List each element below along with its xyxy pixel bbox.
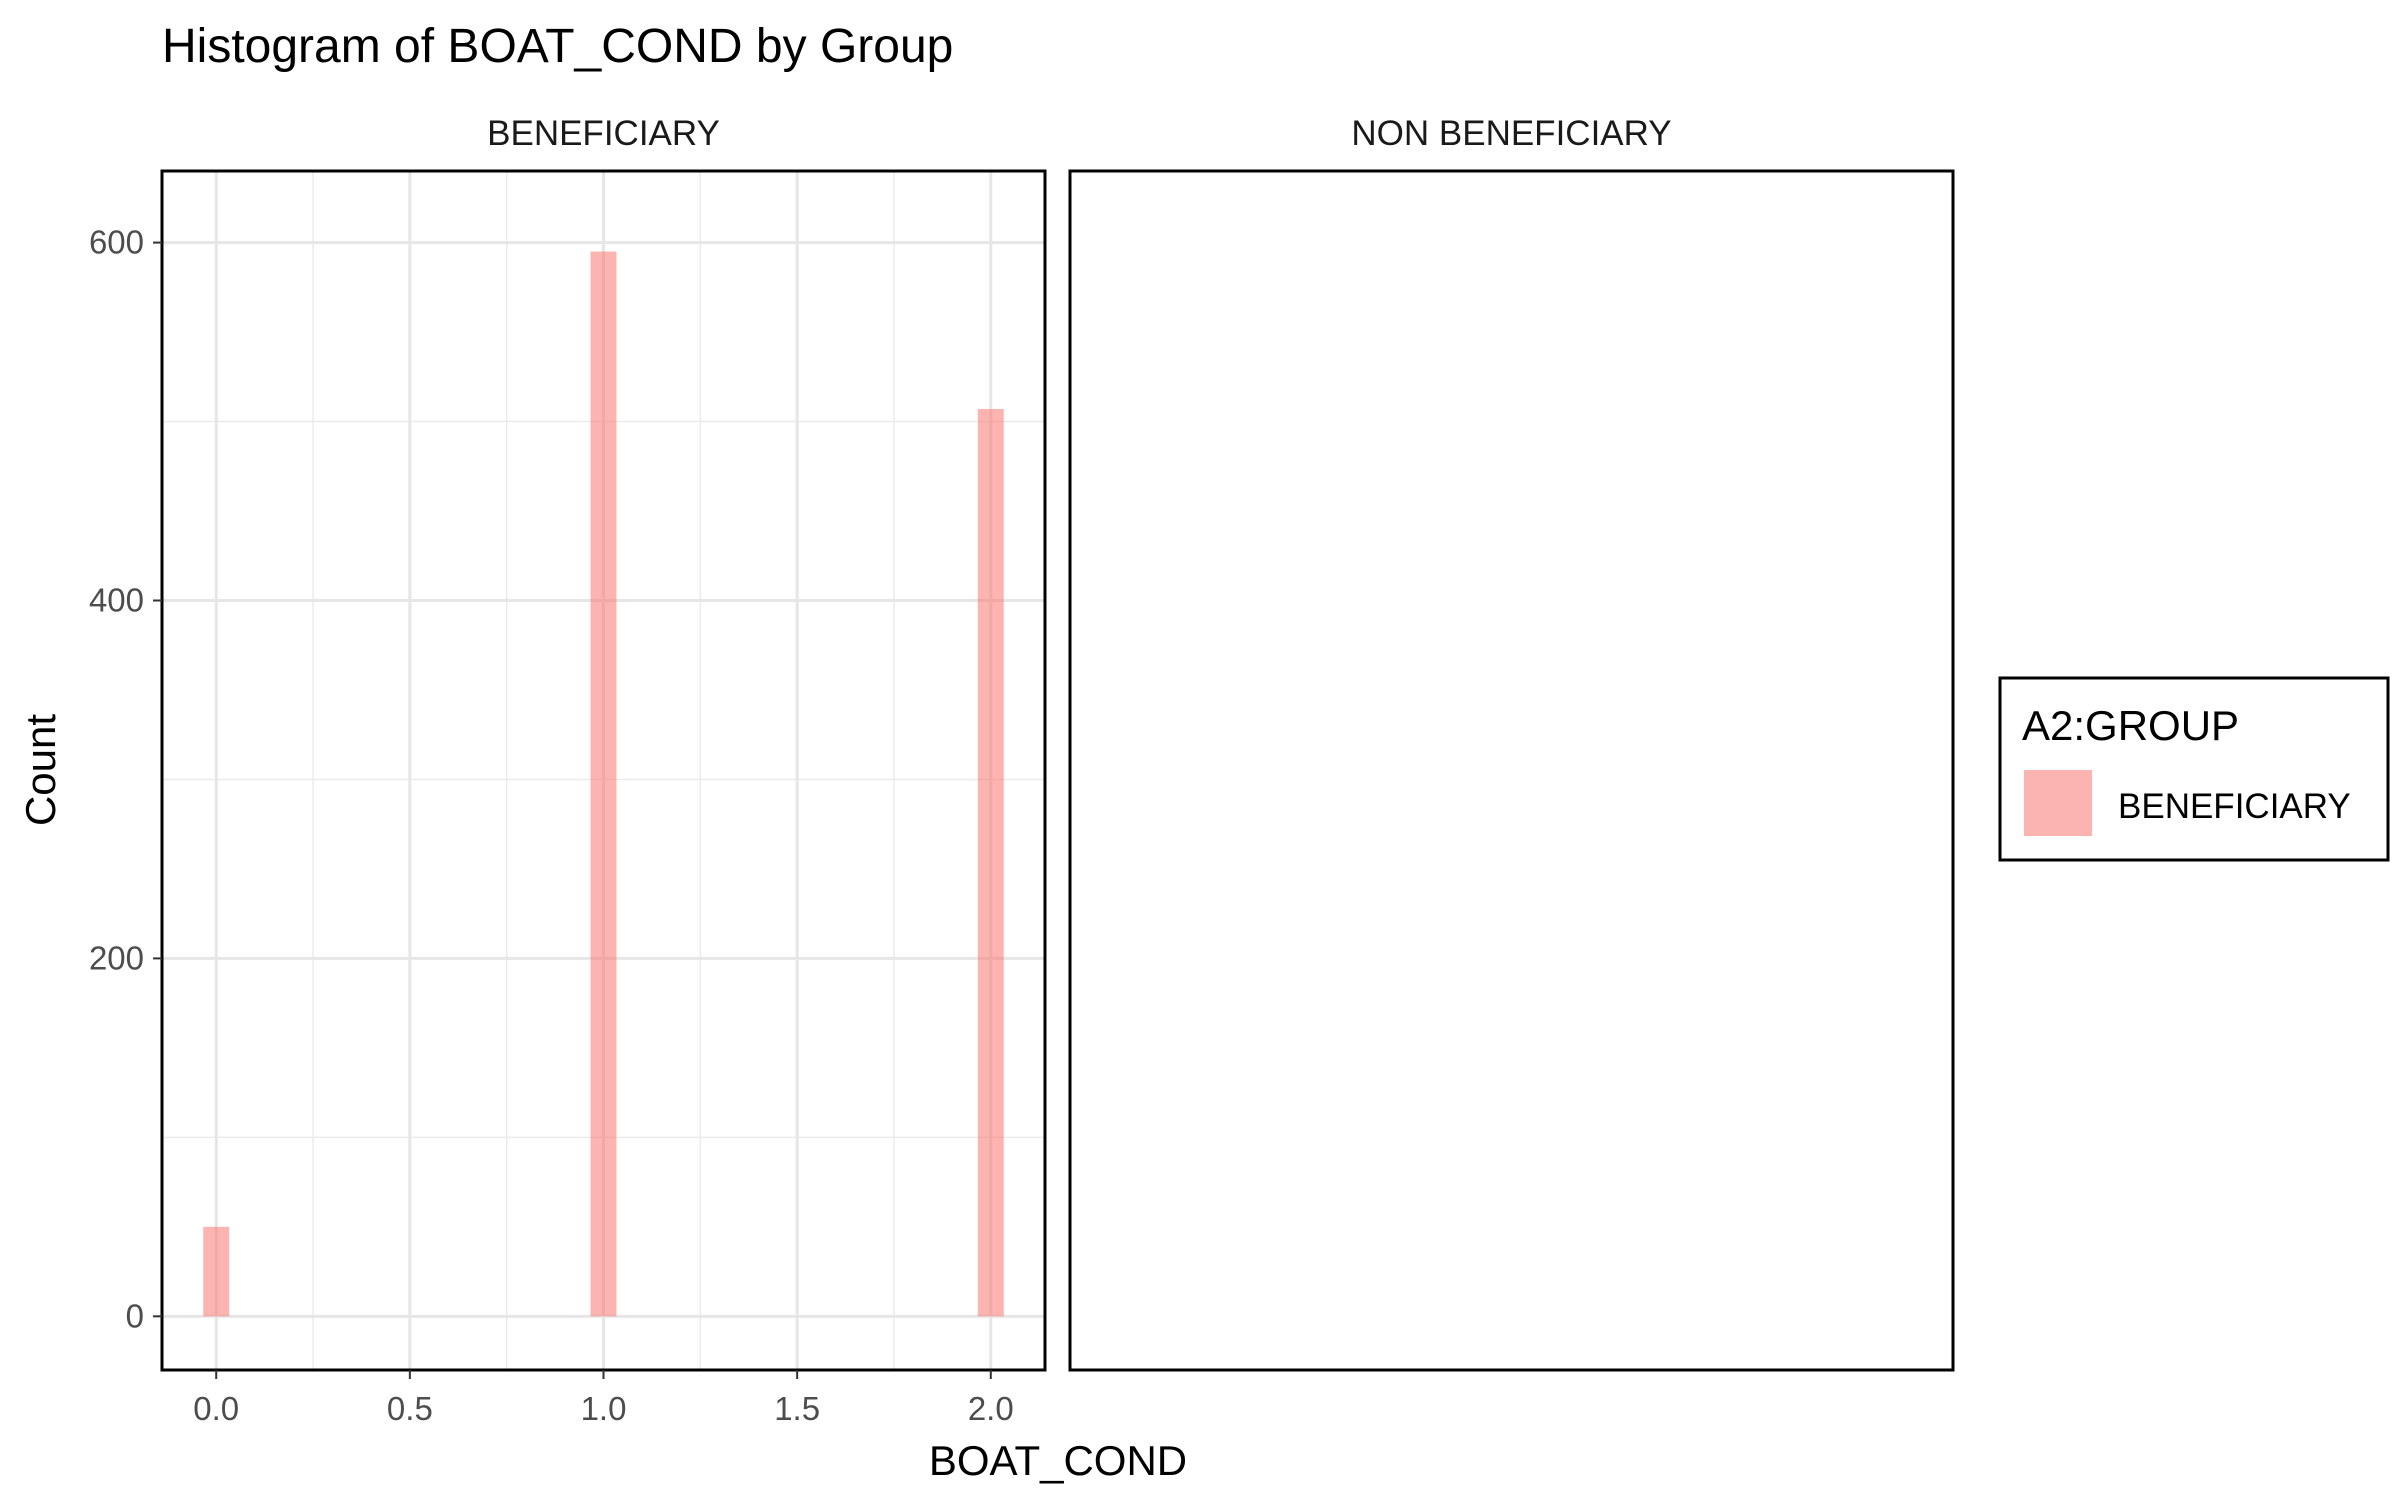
x-tick-label: 2.0 xyxy=(968,1390,1014,1427)
x-axis-title: BOAT_COND xyxy=(929,1437,1187,1484)
y-tick-label: 0 xyxy=(126,1297,144,1334)
panel-border xyxy=(1068,169,1955,1372)
y-tick-label: 600 xyxy=(89,224,144,261)
facet-panels: BENEFICIARY 0 200 400 600 0.0 0.5 1.0 1.5 2.0 NON … xyxy=(89,114,1955,1427)
x-tick-label: 0.5 xyxy=(387,1390,433,1427)
y-tick-label: 400 xyxy=(89,581,144,618)
facet-label-2: NON BENEFICIARY xyxy=(1351,114,1671,153)
legend-label-beneficiary: BENEFICIARY xyxy=(2118,787,2351,826)
legend: A2:GROUP BENEFICIARY xyxy=(1998,676,2390,862)
histogram-bar xyxy=(590,251,617,1317)
chart-title: Histogram of BOAT_COND by Group xyxy=(162,20,953,73)
x-tick-label: 0.0 xyxy=(193,1390,239,1427)
facet-label-1: BENEFICIARY xyxy=(487,114,720,153)
y-tick-label: 200 xyxy=(89,939,144,976)
histogram-bar xyxy=(977,409,1004,1317)
facet-panel-2: NON BENEFICIARY xyxy=(1068,114,1955,1372)
y-axis-title: Count xyxy=(17,714,64,826)
legend-key-beneficiary xyxy=(2024,770,2092,836)
histogram-bar xyxy=(203,1226,230,1317)
x-tick-label: 1.5 xyxy=(774,1390,820,1427)
legend-title: A2:GROUP xyxy=(2022,702,2239,749)
x-tick-label: 1.0 xyxy=(581,1390,627,1427)
facet-panel-1: BENEFICIARY 0 200 400 600 0.0 0.5 1.0 1.5 2.0 xyxy=(89,114,1047,1427)
